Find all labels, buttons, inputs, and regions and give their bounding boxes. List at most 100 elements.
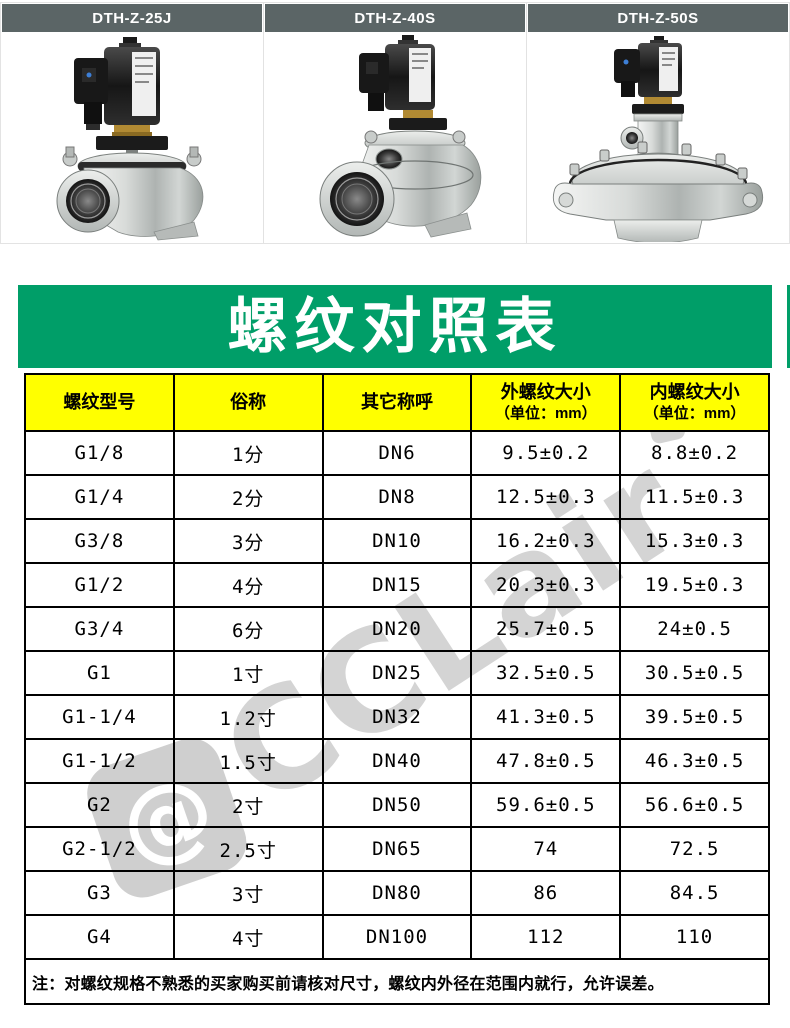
- table-cell: DN8: [324, 476, 473, 518]
- table-cell: G1-1/4: [26, 696, 175, 738]
- table-cell: 46.3±0.5: [644, 750, 745, 772]
- table-cell: 112: [472, 916, 622, 958]
- table-cell: 1.2寸: [175, 696, 324, 738]
- table-cell: 1.5寸: [175, 740, 324, 782]
- table-cell: 30.5±0.5: [644, 662, 745, 684]
- thread-comparison-table: 螺纹型号 俗称 其它称呼 外螺纹大小 （单位：mm） 内螺纹大小 （单位：mm） G1/8 1…: [24, 373, 770, 1005]
- table-cell: 4寸: [175, 916, 324, 958]
- table-cell: 6分: [175, 608, 324, 650]
- table-row: G3/8 3分 DN10 16.2±0.3 15.3±0.3: [26, 520, 768, 564]
- valve-photo-dth-z-40s-icon: [319, 34, 482, 237]
- table-cell: 25.7±0.5: [472, 608, 622, 650]
- product-photo-cell: [527, 32, 789, 243]
- table-row: G1/4 2分 DN8 12.5±0.3 11.5±0.3: [26, 476, 768, 520]
- table-cell: 32.5±0.5: [472, 652, 622, 694]
- banner-title: 螺纹对照表: [227, 292, 563, 360]
- table-cell: 15.3±0.3: [644, 530, 745, 552]
- table-cell: 1寸: [175, 652, 324, 694]
- header-label: 其它称呼: [360, 391, 433, 412]
- table-cell: 3分: [175, 520, 324, 562]
- table-cell: G1-1/2: [26, 740, 175, 782]
- table-cell: 2.5寸: [175, 828, 324, 870]
- table-cell: 24±0.5: [657, 618, 732, 640]
- valve-photo-dth-z-25j-icon: [56, 36, 204, 240]
- table-cell: 19.5±0.3: [644, 574, 745, 596]
- table-row: G1 1寸 DN25 32.5±0.5 30.5±0.5: [26, 652, 768, 696]
- header-label: 外螺纹大小: [500, 382, 591, 403]
- table-cell: 74: [472, 828, 622, 870]
- product-section: DTH-Z-25J: [0, 2, 790, 244]
- product-model-header: DTH-Z-50S: [528, 4, 788, 32]
- table-cell: DN50: [324, 784, 473, 826]
- table-cell: DN32: [324, 696, 473, 738]
- table-cell: DN100: [324, 916, 473, 958]
- banner-edge-stripe: [787, 285, 790, 368]
- table-cell: 86: [472, 872, 622, 914]
- header-label: 俗称: [230, 391, 267, 412]
- table-cell: 56.6±0.5: [644, 794, 745, 816]
- table-header-row: 螺纹型号 俗称 其它称呼 外螺纹大小 （单位：mm） 内螺纹大小 （单位：mm）: [26, 375, 768, 432]
- table-row: G1/8 1分 DN6 9.5±0.2 8.8±0.2: [26, 432, 768, 476]
- table-cell: DN25: [324, 652, 473, 694]
- table-header-cell: 外螺纹大小 （单位：mm）: [472, 375, 622, 430]
- table-cell: 16.2±0.3: [472, 520, 622, 562]
- table-cell: 59.6±0.5: [472, 784, 622, 826]
- product-grid: DTH-Z-25J: [1, 3, 789, 243]
- header-unit-label: （单位：mm）: [494, 405, 597, 423]
- product-model-header: DTH-Z-40S: [265, 4, 525, 32]
- table-cell: 20.3±0.3: [472, 564, 622, 606]
- table-cell: DN10: [324, 520, 473, 562]
- table-cell: 2寸: [175, 784, 324, 826]
- product-column-40s: DTH-Z-40S: [264, 3, 527, 243]
- table-cell: DN65: [324, 828, 473, 870]
- product-model-label: DTH-Z-25J: [92, 9, 172, 27]
- product-model-label: DTH-Z-50S: [617, 9, 699, 27]
- product-column-50s: DTH-Z-50S: [527, 3, 789, 243]
- table-cell: 72.5: [669, 838, 720, 860]
- table-cell: DN20: [324, 608, 473, 650]
- table-row: G3 3寸 DN80 86 84.5: [26, 872, 768, 916]
- table-cell: G3: [26, 872, 175, 914]
- table-cell: G1/2: [26, 564, 175, 606]
- product-photo-cell: [264, 32, 526, 243]
- table-note-row: 注：对螺纹规格不熟悉的买家购买前请核对尺寸，螺纹内外径在范围内就行，允许误差。: [26, 960, 768, 1003]
- table-row: G1-1/2 1.5寸 DN40 47.8±0.5 46.3±0.5: [26, 740, 768, 784]
- valve-photo-dth-z-50s-icon: [552, 35, 764, 242]
- table-cell: 11.5±0.3: [644, 486, 745, 508]
- table-cell: 39.5±0.5: [644, 706, 745, 728]
- table-cell: 8.8±0.2: [651, 442, 739, 464]
- product-model-header: DTH-Z-25J: [2, 4, 262, 32]
- table-row: G1-1/4 1.2寸 DN32 41.3±0.5 39.5±0.5: [26, 696, 768, 740]
- thread-table-body: G1/8 1分 DN6 9.5±0.2 8.8±0.2 G1/4 2分 DN8 12.5±0.3…: [26, 432, 768, 960]
- table-cell: 9.5±0.2: [472, 432, 622, 474]
- table-header-cell: 俗称: [175, 375, 324, 430]
- product-column-25j: DTH-Z-25J: [1, 3, 264, 243]
- product-model-label: DTH-Z-40S: [354, 9, 436, 27]
- table-cell: 41.3±0.5: [472, 696, 622, 738]
- thread-table-banner: 螺纹对照表: [18, 285, 772, 368]
- header-label: 内螺纹大小: [649, 382, 740, 403]
- note-text: 注：对螺纹规格不熟悉的买家购买前请核对尺寸，螺纹内外径在范围内就行，允许误差。: [32, 975, 664, 993]
- table-cell: G3/8: [26, 520, 175, 562]
- table-cell: 1分: [175, 432, 324, 474]
- table-row: G2 2寸 DN50 59.6±0.5 56.6±0.5: [26, 784, 768, 828]
- table-cell: 84.5: [669, 882, 720, 904]
- table-cell: G2-1/2: [26, 828, 175, 870]
- table-cell: G4: [26, 916, 175, 958]
- table-cell: 3寸: [175, 872, 324, 914]
- table-cell: G3/4: [26, 608, 175, 650]
- table-cell: 2分: [175, 476, 324, 518]
- table-cell: 12.5±0.3: [472, 476, 622, 518]
- table-header-cell: 螺纹型号: [26, 375, 175, 430]
- table-cell: DN6: [324, 432, 473, 474]
- header-label: 螺纹型号: [63, 391, 136, 412]
- table-cell: G1/4: [26, 476, 175, 518]
- table-header-cell: 内螺纹大小 （单位：mm）: [621, 375, 768, 430]
- table-cell: G1: [26, 652, 175, 694]
- table-cell: 4分: [175, 564, 324, 606]
- table-header-cell: 其它称呼: [324, 375, 473, 430]
- product-photo-cell: [1, 32, 263, 243]
- table-cell: DN15: [324, 564, 473, 606]
- header-unit-label: （单位：mm）: [643, 405, 746, 423]
- table-cell: DN80: [324, 872, 473, 914]
